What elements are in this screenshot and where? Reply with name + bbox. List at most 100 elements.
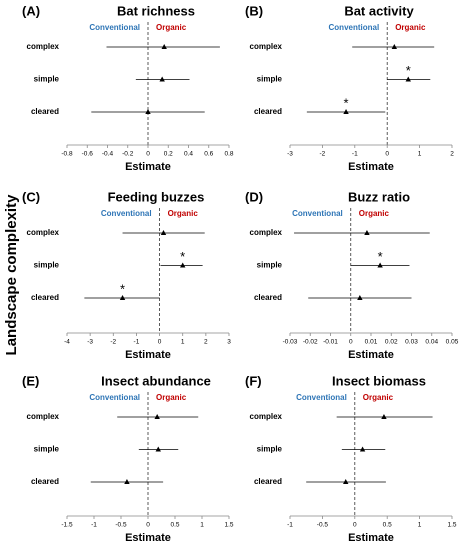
x-axis-label: Estimate [348, 161, 394, 173]
panel-title: Bat activity [344, 3, 414, 18]
category-label: complex [250, 42, 283, 51]
x-tick-label: -1.5 [61, 522, 73, 529]
panel-title: Insect biomass [332, 373, 426, 388]
category-label: cleared [31, 107, 59, 116]
x-tick-label: 0 [353, 522, 357, 529]
category-label: simple [257, 261, 283, 270]
x-tick-label: -0.03 [283, 339, 298, 346]
x-tick-label: -3 [287, 151, 293, 158]
estimate-point [119, 295, 126, 300]
x-tick-label: 2 [204, 339, 208, 346]
estimate-point [159, 76, 165, 82]
organic-label: Organic [168, 209, 199, 218]
x-tick-label: 0.02 [385, 339, 398, 346]
organic-label: Organic [156, 23, 187, 32]
category-label: simple [257, 75, 283, 84]
x-tick-label: 0.2 [164, 151, 173, 158]
estimate-point [343, 479, 349, 484]
conventional-label: Conventional [101, 209, 152, 218]
panel-title: Insect abundance [101, 373, 211, 388]
x-axis-label: Estimate [348, 349, 394, 361]
estimate-point [359, 446, 366, 452]
panel-title: Buzz ratio [348, 189, 410, 204]
category-label: complex [27, 42, 60, 51]
x-tick-label: 1.5 [447, 522, 456, 529]
conventional-label: Conventional [89, 393, 140, 402]
x-tick-label: -0.5 [115, 522, 127, 529]
x-tick-label: -2 [110, 339, 116, 346]
x-tick-label: 1 [200, 522, 204, 529]
organic-label: Organic [359, 209, 390, 218]
estimate-point [154, 414, 160, 419]
category-label: complex [27, 228, 60, 237]
x-tick-label: -0.6 [82, 151, 94, 158]
estimate-point [180, 262, 186, 268]
estimate-point [364, 230, 370, 235]
x-tick-label: 0 [385, 151, 389, 158]
x-tick-label: 0.5 [170, 522, 179, 529]
conventional-label: Conventional [329, 23, 380, 32]
x-tick-label: -0.5 [317, 522, 329, 529]
category-label: cleared [31, 293, 59, 302]
significance-mark: * [406, 63, 411, 78]
x-tick-label: 2 [450, 151, 454, 158]
x-tick-label: 0.03 [405, 339, 418, 346]
conventional-label: Conventional [296, 393, 347, 402]
category-label: complex [250, 228, 283, 237]
x-tick-label: 0.5 [383, 522, 392, 529]
panel-title: Bat richness [117, 3, 195, 18]
estimate-point [160, 230, 167, 235]
organic-label: Organic [156, 393, 187, 402]
estimate-point [343, 109, 349, 114]
x-axis-label: Estimate [125, 349, 171, 361]
y-axis-label: Landscape complexity [3, 194, 20, 356]
category-label: complex [27, 412, 60, 421]
category-label: simple [34, 445, 60, 454]
x-tick-label: 0 [158, 339, 162, 346]
organic-label: Organic [363, 393, 394, 402]
category-label: cleared [254, 107, 282, 116]
x-tick-label: 0.01 [365, 339, 378, 346]
significance-mark: * [344, 95, 349, 110]
estimate-point [357, 295, 363, 300]
category-label: simple [257, 445, 283, 454]
x-tick-label: -0.8 [61, 151, 73, 158]
x-tick-label: 1 [418, 522, 422, 529]
x-tick-label: -1 [134, 339, 140, 346]
x-tick-label: -1 [91, 522, 97, 529]
category-label: cleared [254, 477, 282, 486]
organic-label: Organic [395, 23, 426, 32]
estimate-point [124, 479, 130, 484]
x-tick-label: -4 [64, 339, 70, 346]
conventional-label: Conventional [89, 23, 140, 32]
estimate-point [161, 44, 167, 49]
category-label: complex [250, 412, 283, 421]
x-tick-label: 0.6 [204, 151, 213, 158]
x-axis-label: Estimate [125, 532, 171, 544]
category-label: cleared [254, 293, 282, 302]
x-tick-label: -0.4 [102, 151, 114, 158]
x-tick-label: 0.4 [184, 151, 193, 158]
estimate-point [405, 76, 411, 82]
estimate-point [381, 414, 387, 419]
x-tick-label: -2 [320, 151, 326, 158]
x-tick-label: 0 [146, 151, 150, 158]
category-label: simple [34, 75, 60, 84]
panel-label: (A) [22, 3, 40, 18]
x-tick-label: -0.02 [303, 339, 318, 346]
x-tick-label: 1.5 [224, 522, 233, 529]
significance-mark: * [180, 249, 185, 264]
conventional-label: Conventional [292, 209, 343, 218]
significance-mark: * [120, 281, 125, 296]
x-tick-label: 0 [146, 522, 150, 529]
panel-label: (C) [22, 189, 40, 204]
panel-label: (D) [245, 189, 263, 204]
panel-title: Feeding buzzes [108, 189, 205, 204]
x-tick-label: -0.01 [323, 339, 338, 346]
category-label: simple [34, 261, 60, 270]
estimate-point [155, 446, 161, 452]
estimate-point [377, 262, 383, 268]
x-axis-label: Estimate [125, 161, 171, 173]
x-tick-label: -1 [287, 522, 293, 529]
x-tick-label: 0 [349, 339, 353, 346]
